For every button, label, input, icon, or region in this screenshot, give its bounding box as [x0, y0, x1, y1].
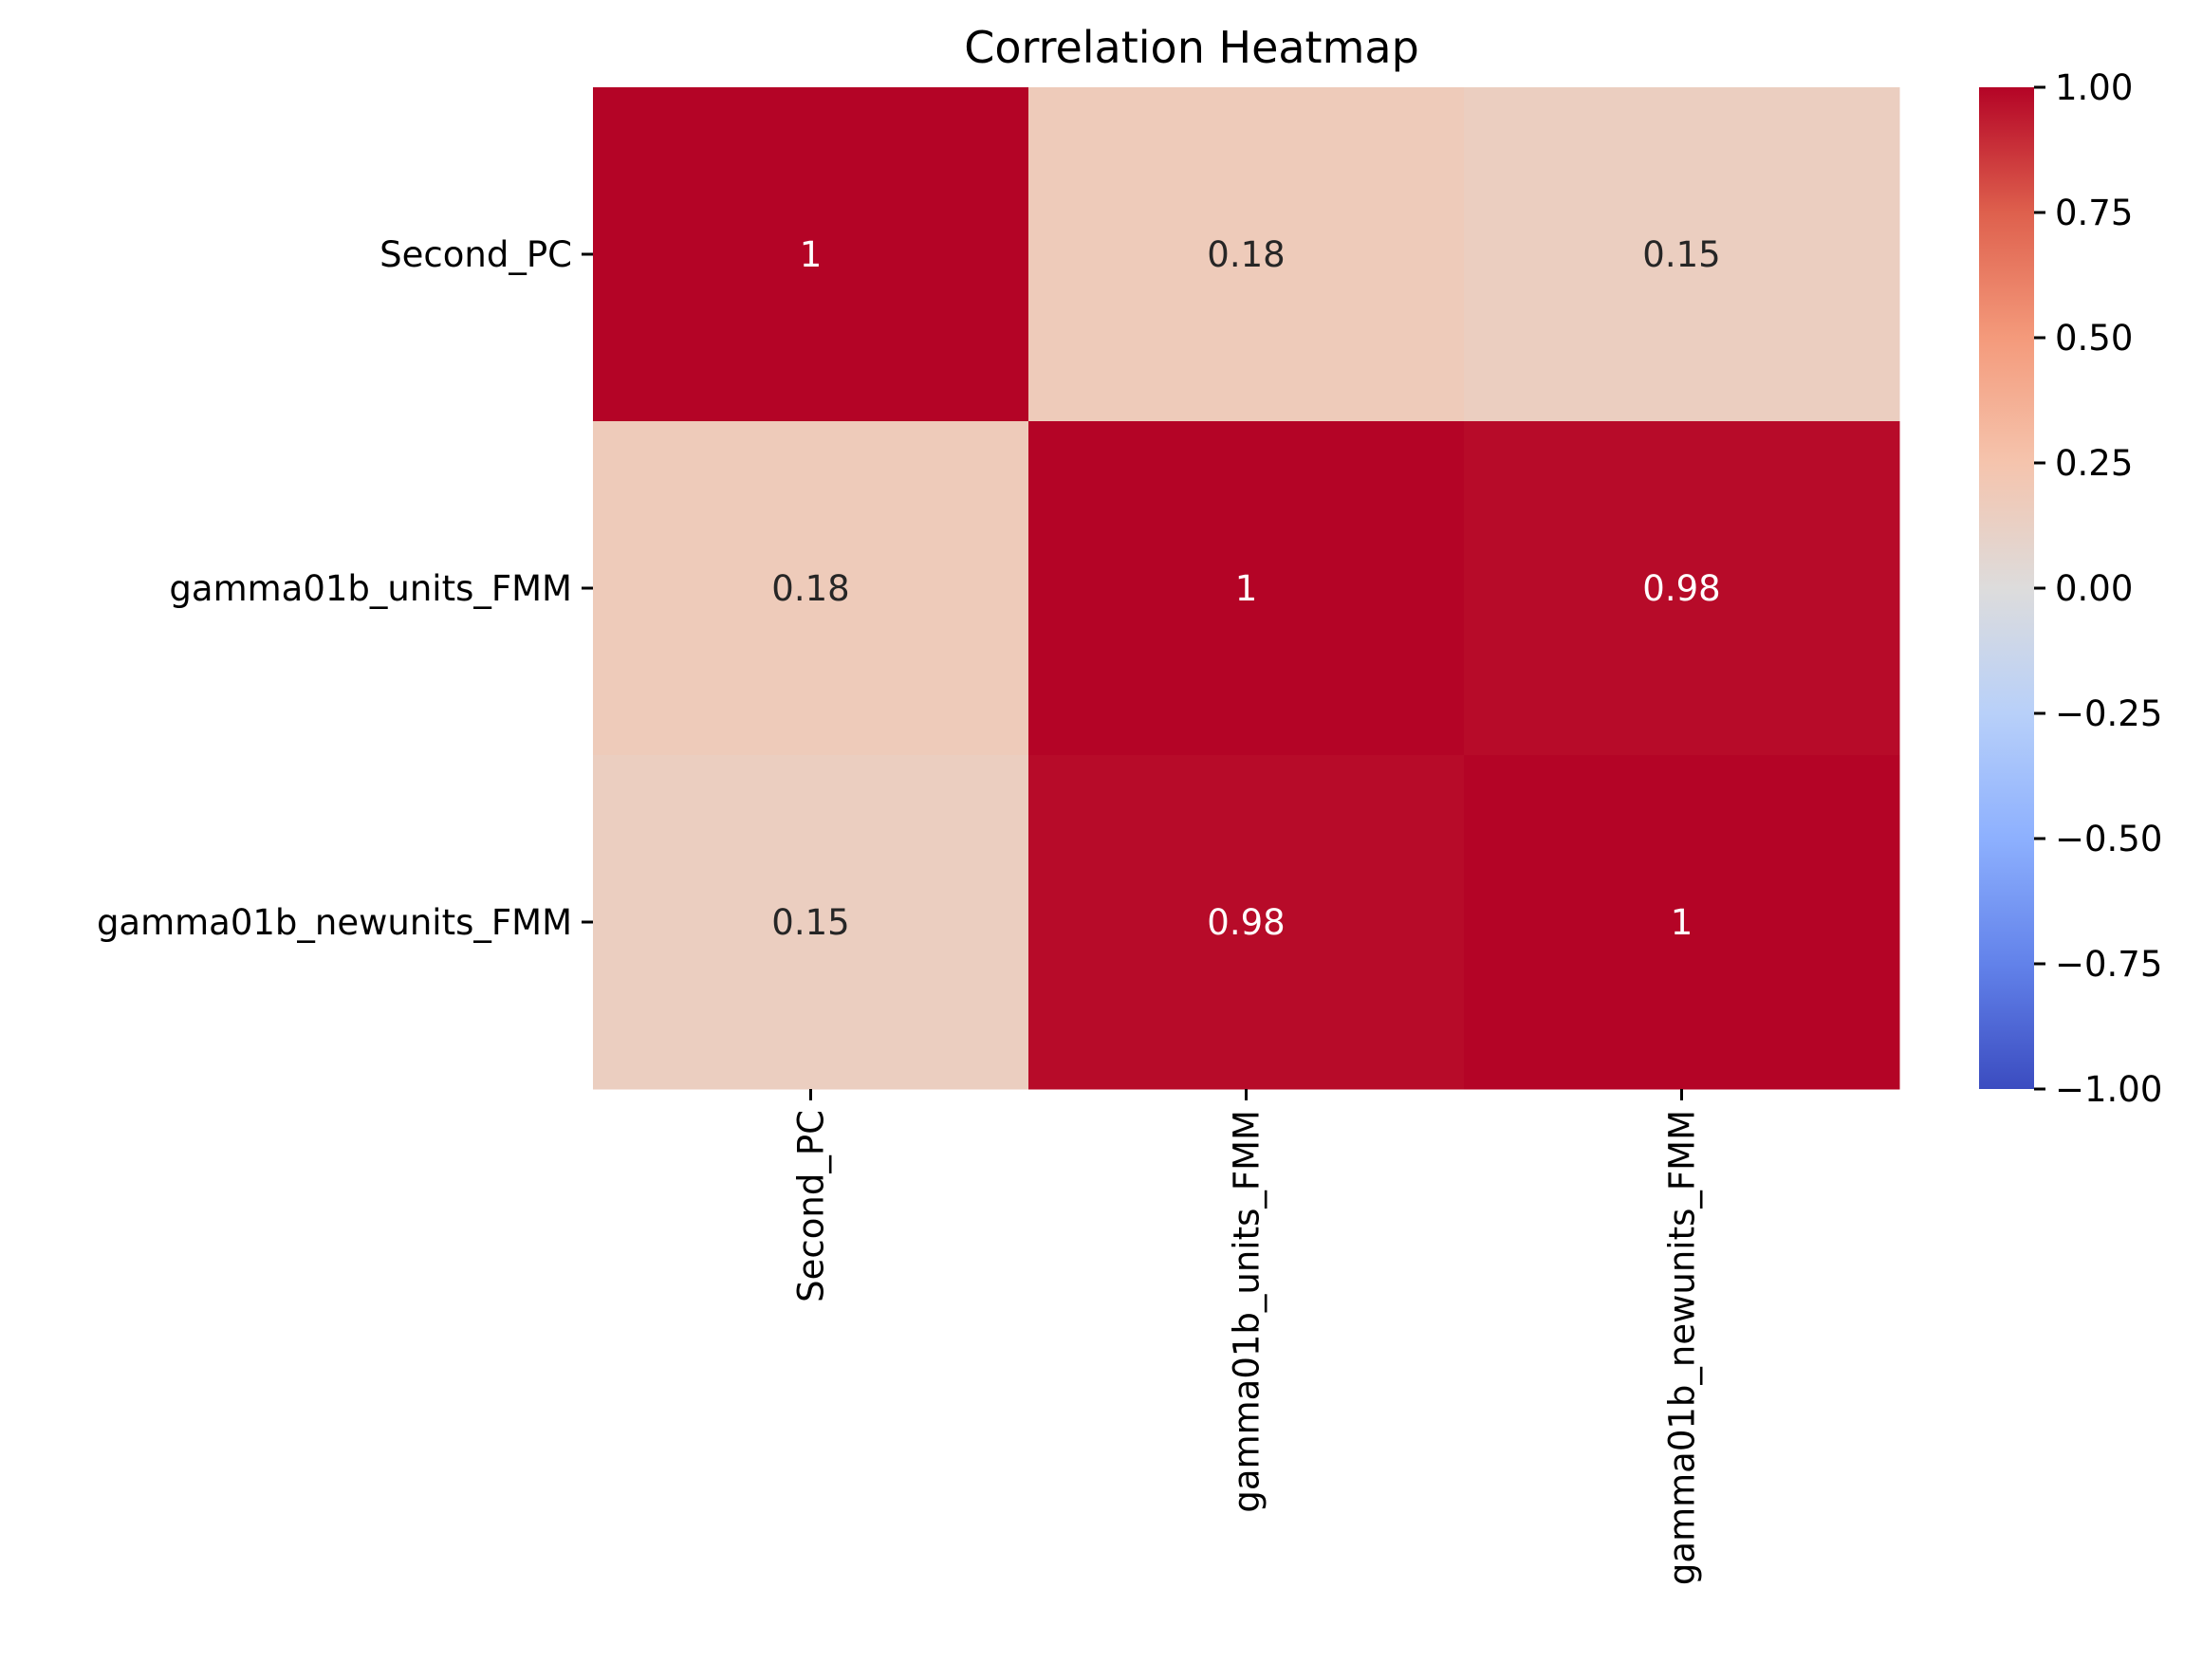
- y-tick-label: gamma01b_units_FMM: [169, 568, 572, 609]
- colorbar-tick-label: −0.25: [2055, 693, 2162, 734]
- heatmap-cell: [1464, 755, 1900, 1090]
- heatmap-cells: [593, 87, 1900, 1090]
- heatmap-cell-labels: 1 0.18 0.15 0.18 1 0.98 0.15 0.98 1: [771, 234, 1720, 943]
- cell-value-label: 1: [1671, 902, 1693, 943]
- y-tick-label: gamma01b_newunits_FMM: [97, 902, 572, 943]
- y-tick-label: Second_PC: [379, 234, 572, 275]
- colorbar-tick-label: −0.50: [2055, 819, 2162, 859]
- heatmap-cell: [1028, 755, 1465, 1090]
- y-axis: Second_PC gamma01b_units_FMM gamma01b_newu…: [97, 234, 593, 943]
- colorbar-tick-label: 1.00: [2055, 67, 2133, 108]
- x-tick-label: gamma01b_units_FMM: [1227, 1110, 1268, 1513]
- colorbar-tick-label: 0.00: [2055, 568, 2133, 609]
- x-tick-label: Second_PC: [791, 1110, 832, 1302]
- heatmap-cell: [593, 421, 1029, 756]
- colorbar-tick-label: −0.75: [2055, 944, 2162, 985]
- x-tick-label: gamma01b_newunits_FMM: [1662, 1110, 1703, 1585]
- cell-value-label: 1: [1235, 568, 1258, 609]
- cell-value-label: 0.18: [771, 568, 849, 609]
- colorbar-tick-label: −1.00: [2055, 1069, 2162, 1110]
- heatmap-cell: [593, 87, 1029, 422]
- cell-value-label: 0.98: [1642, 568, 1720, 609]
- colorbar-tick-label: 0.25: [2055, 443, 2133, 484]
- colorbar-tick-label: 0.50: [2055, 318, 2133, 359]
- cell-value-label: 0.18: [1207, 234, 1285, 275]
- chart-title: Correlation Heatmap: [964, 22, 1419, 73]
- colorbar-tick-label: 0.75: [2055, 193, 2133, 233]
- cell-value-label: 1: [800, 234, 823, 275]
- heatmap-cell: [1028, 87, 1465, 422]
- heatmap-cell: [593, 755, 1029, 1090]
- heatmap-cell: [1028, 421, 1465, 756]
- cell-value-label: 0.98: [1207, 902, 1285, 943]
- heatmap-cell: [1464, 87, 1900, 422]
- cell-value-label: 0.15: [771, 902, 849, 943]
- x-axis: Second_PC gamma01b_units_FMM gamma01b_newu…: [791, 1089, 1703, 1585]
- colorbar-gradient: [1979, 87, 2034, 1089]
- colorbar: 1.00 0.75 0.50 0.25 0.00 −0.25 −0.50 −0.75 −1.00: [1979, 67, 2162, 1110]
- cell-value-label: 0.15: [1642, 234, 1720, 275]
- heatmap-cell: [1464, 421, 1900, 756]
